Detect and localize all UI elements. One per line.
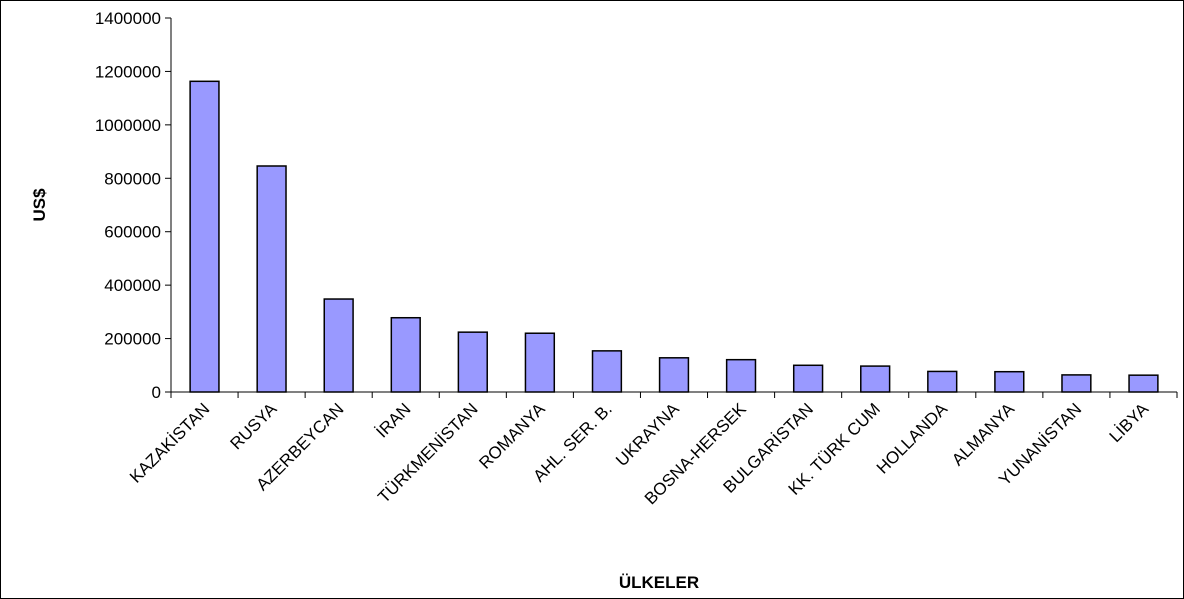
y-tick-label: 1000000 <box>95 116 161 135</box>
y-tick-label: 200000 <box>104 330 161 349</box>
bar <box>725 358 757 393</box>
x-tick-label: ALMANYA <box>948 399 1018 469</box>
y-tick-label: 0 <box>152 383 161 402</box>
x-tick-label: UKRAYNA <box>612 399 683 470</box>
bar <box>792 364 824 393</box>
bars <box>189 80 1159 393</box>
bar <box>524 332 556 393</box>
x-tick-label: LİBYA <box>1106 399 1153 446</box>
y-tick-label: 1400000 <box>95 9 161 28</box>
bar <box>390 316 421 393</box>
x-tick-label: ROMANYA <box>475 399 549 473</box>
y-tick-label: 800000 <box>104 169 161 188</box>
y-tick-label: 600000 <box>104 223 161 242</box>
bar <box>1061 374 1092 393</box>
x-tick-label: HOLLANDA <box>873 399 952 478</box>
y-tick-label: 400000 <box>104 276 161 295</box>
y-axis: 0 200000 400000 600000 800000 1000000 1200000 1… <box>95 9 172 402</box>
bar <box>189 80 220 393</box>
x-axis-title: ÜLKELER <box>619 573 699 592</box>
bar <box>323 298 354 393</box>
x-tick-label: RUSYA <box>226 399 280 453</box>
y-tick-label: 1200000 <box>95 62 161 81</box>
bar <box>457 331 488 393</box>
bar <box>658 357 690 393</box>
bar <box>860 365 891 393</box>
bar <box>927 370 958 393</box>
y-axis-title: US$ <box>30 188 49 222</box>
x-tick-label: İRAN <box>372 399 414 441</box>
x-tick-label: KAZAKİSTAN <box>126 399 213 486</box>
bar <box>256 165 287 393</box>
bar <box>994 370 1025 393</box>
bar <box>1128 374 1159 393</box>
bar <box>591 350 623 393</box>
